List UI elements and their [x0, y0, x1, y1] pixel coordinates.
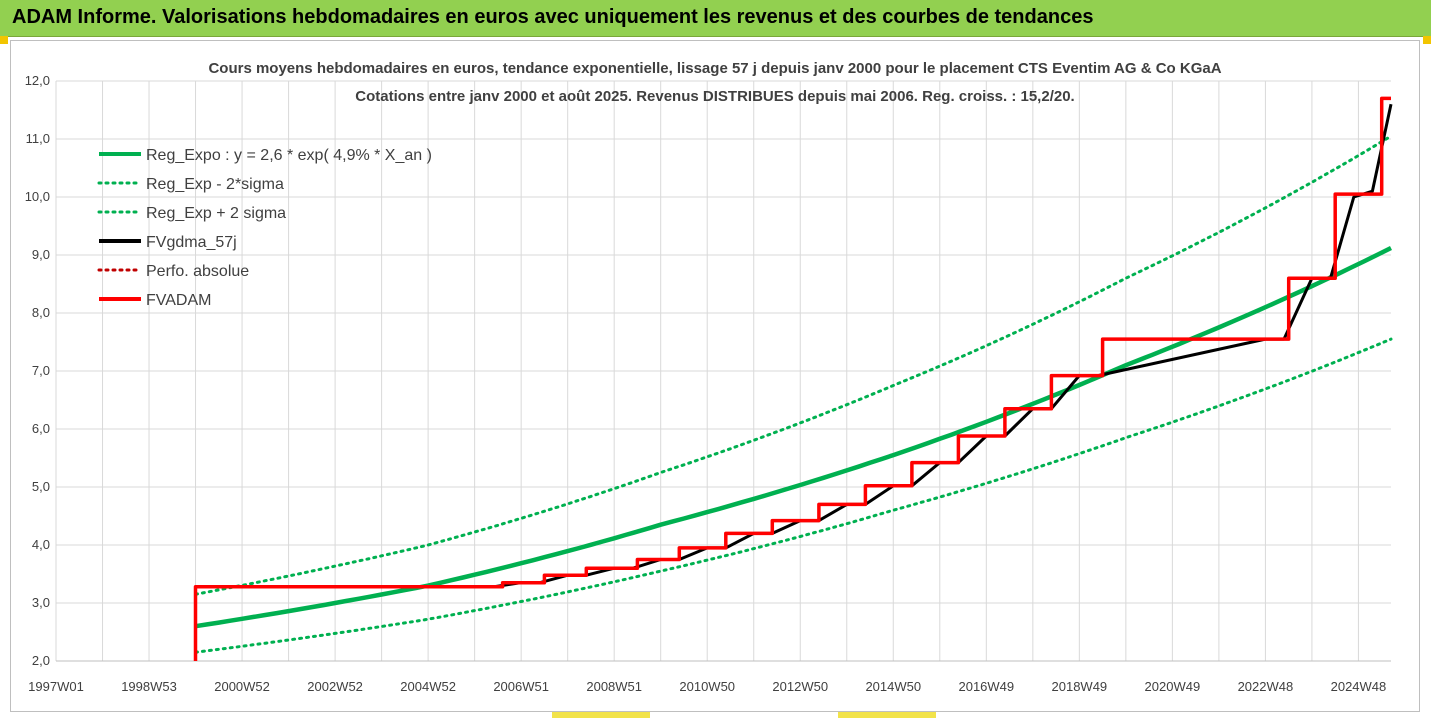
chart-area: 2,0 3,0 4,0 5,0 6,0 7,0 8,0 9,0 10,0 11,0 12,0 1997…	[10, 40, 1420, 712]
chart-subtitle: Cotations entre janv 2000 et août 2025. …	[355, 88, 1074, 105]
y-tick-label: 5,0	[32, 479, 50, 494]
x-tick-label: 2014W50	[865, 679, 921, 694]
series-line-1	[194, 337, 1393, 654]
series-line-5	[193, 96, 1391, 661]
banner-title: ADAM Informe. Valorisations hebdomadaire…	[12, 6, 1094, 28]
axes: 2,0 3,0 4,0 5,0 6,0 7,0 8,0 9,0 10,0 11,0 12,0 1997…	[25, 73, 1391, 694]
series-line-2	[194, 134, 1393, 596]
y-tick-label: 2,0	[32, 653, 50, 668]
y-tick-label: 7,0	[32, 363, 50, 378]
chart-svg: 2,0 3,0 4,0 5,0 6,0 7,0 8,0 9,0 10,0 11,0 12,0 1997…	[25, 60, 1393, 694]
legend-label: Reg_Exp + 2 sigma	[146, 205, 286, 222]
y-tick-label: 3,0	[32, 595, 50, 610]
x-tick-label: 2006W51	[493, 679, 549, 694]
bottom-tab-1	[552, 712, 650, 718]
legend-label: Perfo. absolue	[146, 263, 249, 280]
x-tick-label: 2010W50	[679, 679, 735, 694]
x-tick-label: 2002W52	[307, 679, 363, 694]
series-layer	[193, 96, 1393, 661]
corner-marker-right	[1423, 36, 1431, 44]
x-tick-label: 1997W01	[28, 679, 84, 694]
legend-label: FVADAM	[146, 292, 211, 309]
header-banner: ADAM Informe. Valorisations hebdomadaire…	[0, 0, 1431, 37]
x-tick-label: 2022W48	[1238, 679, 1294, 694]
x-tick-label: 2024W48	[1331, 679, 1387, 694]
y-tick-label: 10,0	[25, 189, 50, 204]
x-tick-label: 2004W52	[400, 679, 456, 694]
y-tick-label: 9,0	[32, 247, 50, 262]
grid	[55, 80, 1391, 662]
y-tick-label: 11,0	[26, 131, 50, 146]
series-line-0	[195, 245, 1393, 629]
legend-label: Reg_Exp - 2*sigma	[146, 176, 284, 193]
x-tick-label: 2016W49	[958, 679, 1014, 694]
x-tick-label: 1998W53	[121, 679, 177, 694]
y-tick-label: 4,0	[32, 537, 50, 552]
legend: Reg_Expo : y = 2,6 * exp( 4,9% * X_an ) R…	[97, 147, 432, 309]
legend-label: Reg_Expo : y = 2,6 * exp( 4,9% * X_an )	[146, 147, 432, 164]
y-tick-label: 8,0	[32, 305, 50, 320]
y-tick-label: 12,0	[25, 73, 50, 88]
x-tick-label: 2000W52	[214, 679, 270, 694]
bottom-tab-2	[838, 712, 936, 718]
x-tick-label: 2020W49	[1145, 679, 1201, 694]
chart-title: Cours moyens hebdomadaires en euros, ten…	[208, 60, 1221, 77]
corner-marker-left	[0, 36, 8, 44]
series-line-3	[195, 103, 1393, 589]
y-tick-label: 6,0	[32, 421, 50, 436]
x-tick-label: 2012W50	[772, 679, 828, 694]
legend-label: FVgdma_57j	[146, 234, 237, 251]
x-tick-label: 2008W51	[586, 679, 642, 694]
x-tick-label: 2018W49	[1052, 679, 1108, 694]
